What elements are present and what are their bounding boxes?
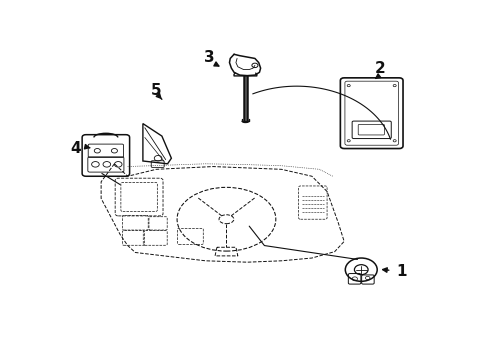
Text: 5: 5 xyxy=(151,83,162,98)
Text: 1: 1 xyxy=(396,264,406,279)
Text: 3: 3 xyxy=(204,50,215,64)
Text: 4: 4 xyxy=(71,141,81,156)
Text: 2: 2 xyxy=(375,60,386,76)
